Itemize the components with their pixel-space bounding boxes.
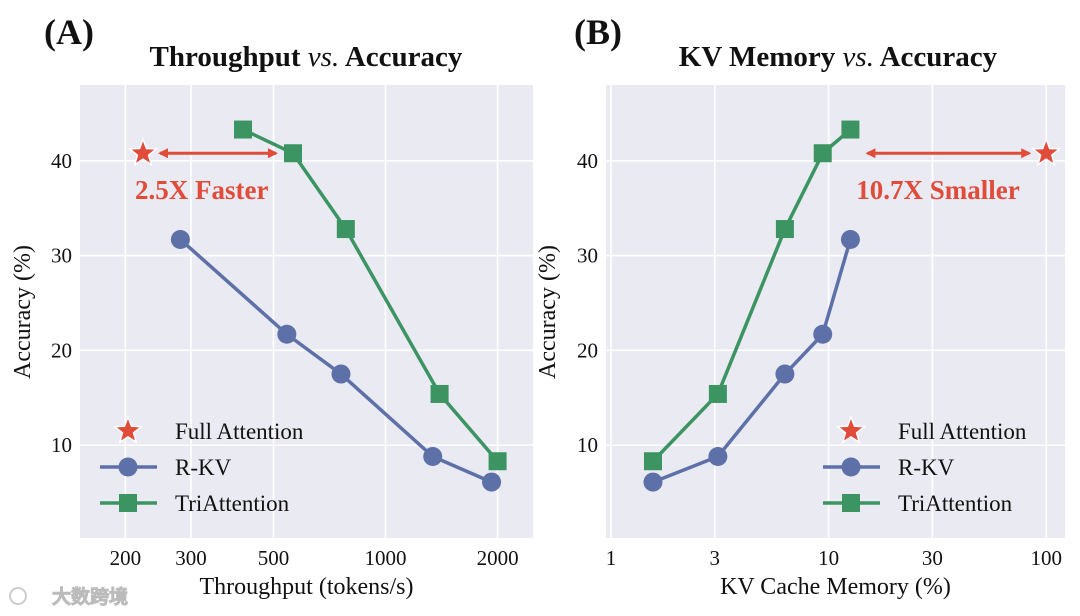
data-point: [813, 324, 833, 344]
x-tick-label: 1: [606, 546, 617, 570]
legend-star-icon: [835, 414, 867, 445]
series-full-attention: [1030, 137, 1062, 167]
annotation-text: 10.7X Smaller: [856, 175, 1019, 205]
data-point: [1030, 137, 1062, 167]
data-point: [234, 120, 253, 139]
y-tick-label: 20: [577, 338, 598, 362]
data-point: [430, 384, 449, 403]
x-tick-label: 30: [922, 546, 943, 570]
data-point: [643, 452, 662, 471]
panel-label: (A): [44, 12, 94, 52]
data-point: [488, 452, 507, 471]
legend-circle-icon: [841, 457, 861, 477]
data-point: [127, 137, 159, 167]
y-tick-label: 10: [577, 433, 598, 457]
data-point: [775, 364, 795, 384]
x-tick-label: 1000: [365, 546, 407, 570]
y-axis-label: Accuracy (%): [10, 245, 36, 379]
data-point: [336, 220, 355, 239]
data-point: [423, 446, 443, 466]
data-point: [775, 220, 794, 239]
legend-label: R-KV: [175, 455, 232, 480]
legend-label: TriAttention: [175, 491, 290, 516]
data-point: [643, 472, 663, 492]
data-point: [813, 144, 832, 163]
legend-label: R-KV: [898, 455, 955, 480]
x-tick-label: 100: [1030, 546, 1062, 570]
panel-label: (B): [574, 12, 622, 52]
legend-label: Full Attention: [898, 419, 1027, 444]
data-point: [482, 472, 502, 492]
series-triattention: [643, 120, 860, 471]
panel-a: 200 300 500 1000 2000 10 20 30 40 Throughput (tok…: [10, 12, 533, 600]
legend: Full Attention R-KV TriAttention: [823, 414, 1027, 516]
y-tick-label: 30: [51, 244, 72, 268]
data-point: [708, 384, 727, 403]
data-point: [708, 446, 728, 466]
legend-square-icon: [119, 494, 137, 512]
title-part: Accuracy: [339, 41, 463, 73]
y-axis-label: Accuracy (%): [535, 245, 561, 379]
x-tick-label: 500: [258, 546, 290, 570]
data-point: [331, 364, 351, 384]
x-axis-label: Throughput (tokens/s): [200, 574, 414, 600]
chart-title: KV Memory vs. Accuracy: [679, 41, 998, 73]
panel-b: 1 3 10 30 100 10 20 30 40 KV Cache Memory (%) Accu…: [535, 12, 1065, 600]
title-part: vs.: [301, 41, 340, 73]
watermark-text: 大数跨境: [52, 585, 128, 608]
y-tick-label: 40: [577, 149, 598, 173]
series-r-kv: [643, 229, 860, 492]
title-part: KV Memory: [679, 41, 836, 73]
title-part: Accuracy: [874, 41, 998, 73]
annotation-text: 2.5X Faster: [135, 175, 268, 205]
title-part: vs.: [835, 41, 874, 73]
x-tick-label: 2000: [477, 546, 519, 570]
legend-label: Full Attention: [175, 419, 304, 444]
title-part: Throughput: [150, 41, 301, 73]
data-point: [840, 229, 860, 249]
data-point: [283, 144, 302, 163]
chart-title: Throughput vs. Accuracy: [150, 41, 463, 73]
y-tick-label: 30: [577, 244, 598, 268]
data-point: [841, 120, 860, 139]
legend-label: TriAttention: [898, 491, 1013, 516]
legend-circle-icon: [118, 457, 138, 477]
y-tick-label: 20: [51, 338, 72, 362]
legend-square-icon: [842, 494, 860, 512]
x-tick-label: 300: [175, 546, 207, 570]
legend-star-icon: [112, 414, 144, 445]
legend: Full Attention R-KV TriAttention: [100, 414, 304, 516]
series-triattention: [234, 120, 507, 471]
series-full-attention: [127, 137, 159, 167]
y-tick-label: 10: [51, 433, 72, 457]
series-r-kv: [170, 229, 502, 492]
x-tick-label: 200: [110, 546, 142, 570]
data-point: [170, 229, 190, 249]
y-tick-label: 40: [51, 149, 72, 173]
x-tick-label: 10: [818, 546, 839, 570]
x-axis-label: KV Cache Memory (%): [720, 574, 951, 600]
watermark-logo-icon: [9, 587, 27, 605]
x-tick-label: 3: [710, 546, 721, 570]
data-point: [277, 324, 297, 344]
watermark: 大数跨境: [9, 585, 128, 608]
